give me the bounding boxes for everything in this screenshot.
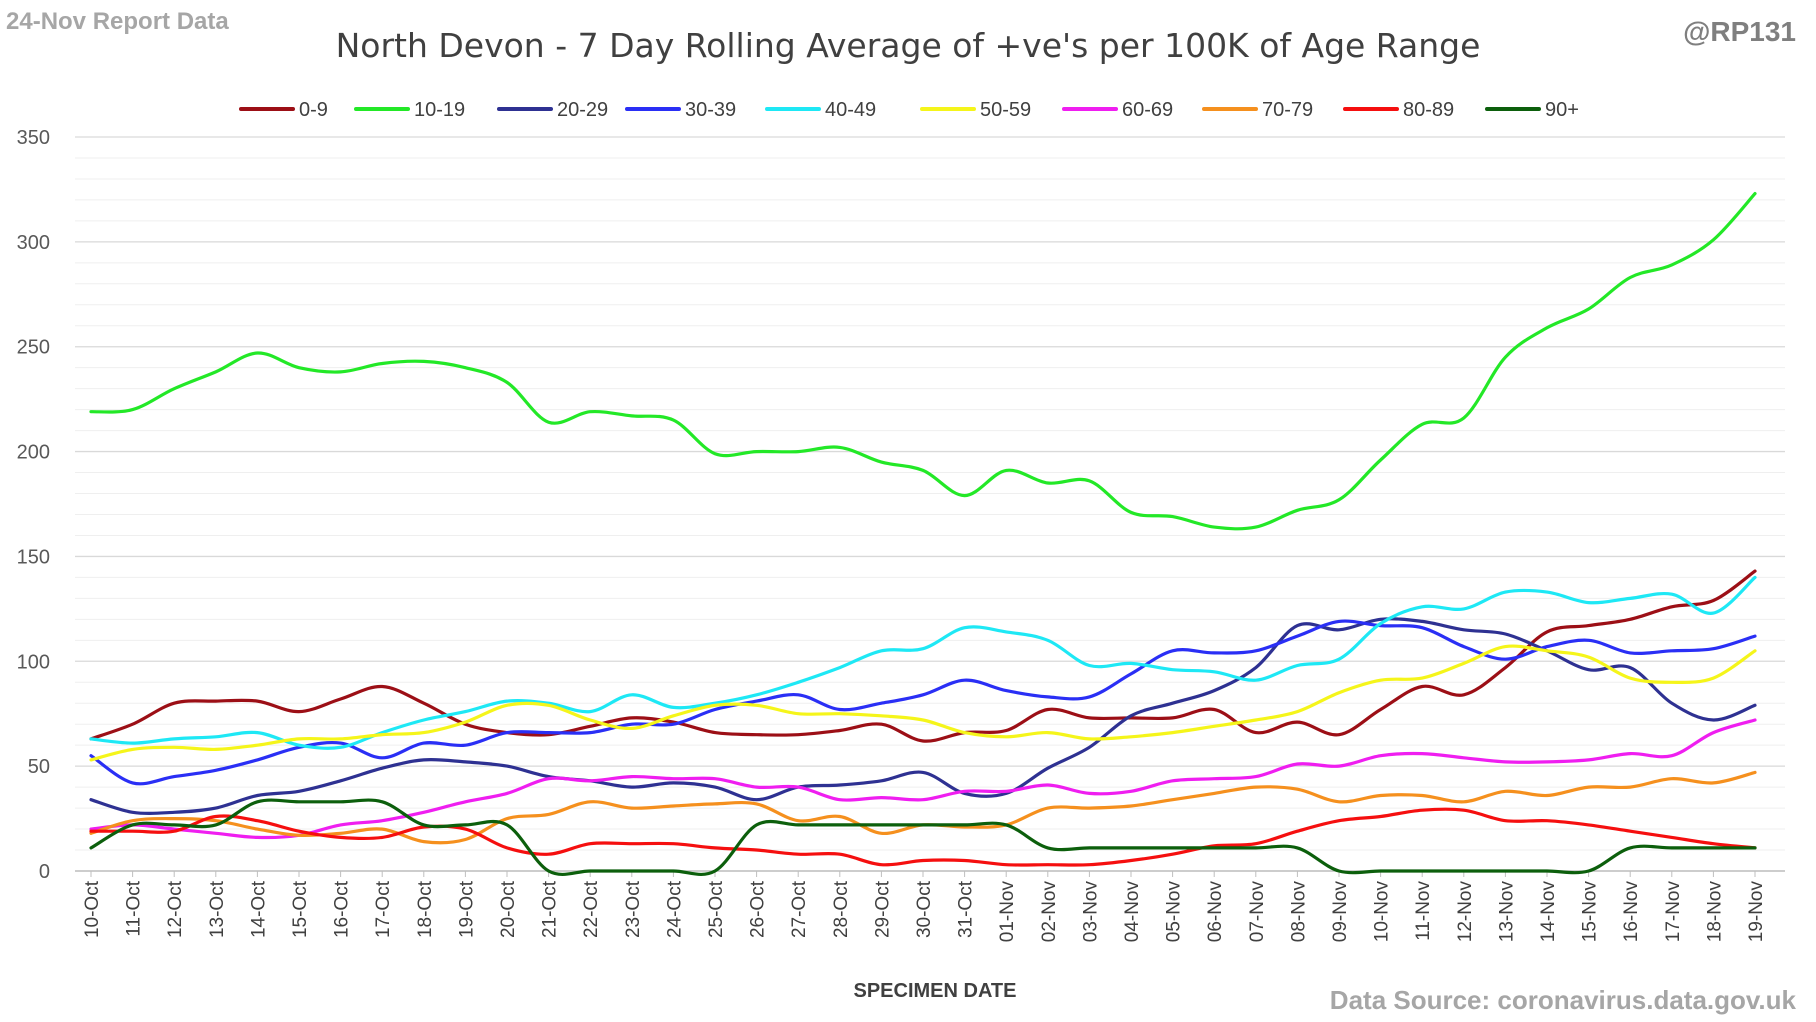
x-tick-label: 10-Oct bbox=[82, 880, 103, 938]
series-line-60-69 bbox=[89, 718, 1757, 840]
x-tick-label: 25-Oct bbox=[706, 880, 727, 938]
series-line-70-79 bbox=[89, 770, 1757, 845]
x-tick-label: 19-Oct bbox=[456, 880, 477, 938]
x-axis-label: SPECIMEN DATE bbox=[854, 980, 1017, 1002]
x-tick-label: 20-Oct bbox=[498, 880, 519, 938]
y-tick-label: 0 bbox=[39, 861, 50, 883]
y-tick-label: 150 bbox=[17, 546, 50, 568]
x-tick-label: 11-Nov bbox=[1413, 881, 1434, 941]
x-tick-label: 26-Oct bbox=[748, 880, 769, 938]
chart-title: North Devon - 7 Day Rolling Average of +… bbox=[335, 26, 1481, 65]
x-tick-label: 03-Nov bbox=[1080, 881, 1101, 943]
y-tick-label: 250 bbox=[17, 337, 50, 359]
x-tick-label: 27-Oct bbox=[789, 880, 810, 938]
series-line-90- bbox=[89, 798, 1757, 876]
x-tick-label: 12-Oct bbox=[165, 880, 186, 938]
legend-label: 40-49 bbox=[825, 99, 876, 121]
legend-label: 50-59 bbox=[980, 99, 1031, 121]
x-tick-label: 07-Nov bbox=[1247, 881, 1268, 943]
series-line-30-39 bbox=[89, 619, 1757, 786]
series-line-10-19 bbox=[89, 192, 1757, 531]
x-tick-label: 13-Oct bbox=[207, 880, 228, 938]
x-tick-label: 30-Oct bbox=[914, 880, 935, 938]
x-tick-label: 23-Oct bbox=[623, 880, 644, 938]
x-tick-label: 18-Oct bbox=[415, 880, 436, 938]
x-tick-label: 16-Oct bbox=[332, 880, 353, 938]
series-line-40-49 bbox=[89, 575, 1757, 750]
x-tick-label: 18-Nov bbox=[1704, 881, 1725, 943]
series-line-80-89 bbox=[89, 807, 1757, 867]
y-axis-ticks: 0 50 100 150 200 250 300 350 bbox=[17, 127, 50, 883]
x-tick-label: 06-Nov bbox=[1205, 881, 1226, 943]
x-tick-label: 28-Oct bbox=[831, 880, 852, 938]
data-source-label: Data Source: coronavirus.data.gov.uk bbox=[1329, 985, 1796, 1015]
x-tick-label: 08-Nov bbox=[1288, 881, 1309, 943]
series-line-50-59 bbox=[89, 644, 1757, 762]
x-tick-label: 14-Nov bbox=[1538, 881, 1559, 943]
legend: 0-9 10-19 20-29 30-39 40-49 50-59 60-69 70-79 80… bbox=[239, 99, 1579, 121]
legend-item: 30-39 bbox=[625, 99, 736, 121]
legend-label: 60-69 bbox=[1122, 99, 1173, 121]
x-tick-label: 22-Oct bbox=[581, 880, 602, 938]
legend-label: 30-39 bbox=[685, 99, 736, 121]
x-tick-label: 02-Nov bbox=[1039, 881, 1060, 943]
x-tick-label: 16-Nov bbox=[1621, 881, 1642, 943]
legend-item: 40-49 bbox=[765, 99, 876, 121]
y-tick-label: 50 bbox=[28, 756, 50, 778]
legend-label: 10-19 bbox=[414, 99, 465, 121]
legend-label: 70-79 bbox=[1262, 99, 1313, 121]
x-tick-label: 14-Oct bbox=[248, 880, 269, 938]
x-tick-label: 17-Nov bbox=[1663, 881, 1684, 943]
x-tick-label: 31-Oct bbox=[956, 880, 977, 938]
x-tick-label: 01-Nov bbox=[997, 881, 1018, 943]
legend-item: 60-69 bbox=[1062, 99, 1173, 121]
y-tick-label: 200 bbox=[17, 442, 50, 464]
legend-label: 0-9 bbox=[299, 99, 328, 121]
legend-item: 80-89 bbox=[1343, 99, 1454, 121]
x-tick-label: 24-Oct bbox=[664, 880, 685, 938]
legend-item: 70-79 bbox=[1202, 99, 1313, 121]
x-tick-label: 15-Oct bbox=[290, 880, 311, 938]
y-tick-label: 300 bbox=[17, 232, 50, 254]
x-tick-label: 13-Nov bbox=[1496, 881, 1517, 943]
legend-item: 10-19 bbox=[354, 99, 465, 121]
legend-item: 0-9 bbox=[239, 99, 328, 121]
x-tick-label: 05-Nov bbox=[1164, 881, 1185, 943]
x-tick-label: 10-Nov bbox=[1372, 881, 1393, 943]
legend-label: 90+ bbox=[1545, 99, 1579, 121]
x-tick-label: 21-Oct bbox=[540, 880, 561, 938]
x-tick-label: 19-Nov bbox=[1746, 881, 1767, 943]
series-line-20-29 bbox=[89, 617, 1757, 816]
y-tick-label: 350 bbox=[17, 127, 50, 149]
legend-item: 90+ bbox=[1485, 99, 1579, 121]
x-tick-label: 15-Nov bbox=[1580, 881, 1601, 943]
report-date-label: 24-Nov Report Data bbox=[6, 8, 229, 35]
legend-item: 50-59 bbox=[920, 99, 1031, 121]
series-lines bbox=[89, 192, 1757, 876]
x-tick-label: 29-Oct bbox=[872, 880, 893, 938]
gridlines bbox=[75, 136, 1785, 872]
x-tick-label: 09-Nov bbox=[1330, 881, 1351, 943]
x-tick-label: 17-Oct bbox=[373, 880, 394, 938]
x-tick-label: 04-Nov bbox=[1122, 881, 1143, 943]
x-tick-label: 11-Oct bbox=[124, 880, 145, 936]
legend-label: 80-89 bbox=[1403, 99, 1454, 121]
legend-item: 20-29 bbox=[497, 99, 608, 121]
author-handle: @RP131 bbox=[1683, 16, 1796, 47]
x-axis-ticks: 10-Oct 11-Oct 12-Oct 13-Oct 14-Oct 15-Oct 16-O… bbox=[82, 871, 1767, 942]
y-tick-label: 100 bbox=[17, 651, 50, 673]
series-line-0-9 bbox=[89, 569, 1757, 743]
legend-label: 20-29 bbox=[557, 99, 608, 121]
x-tick-label: 12-Nov bbox=[1455, 881, 1476, 943]
